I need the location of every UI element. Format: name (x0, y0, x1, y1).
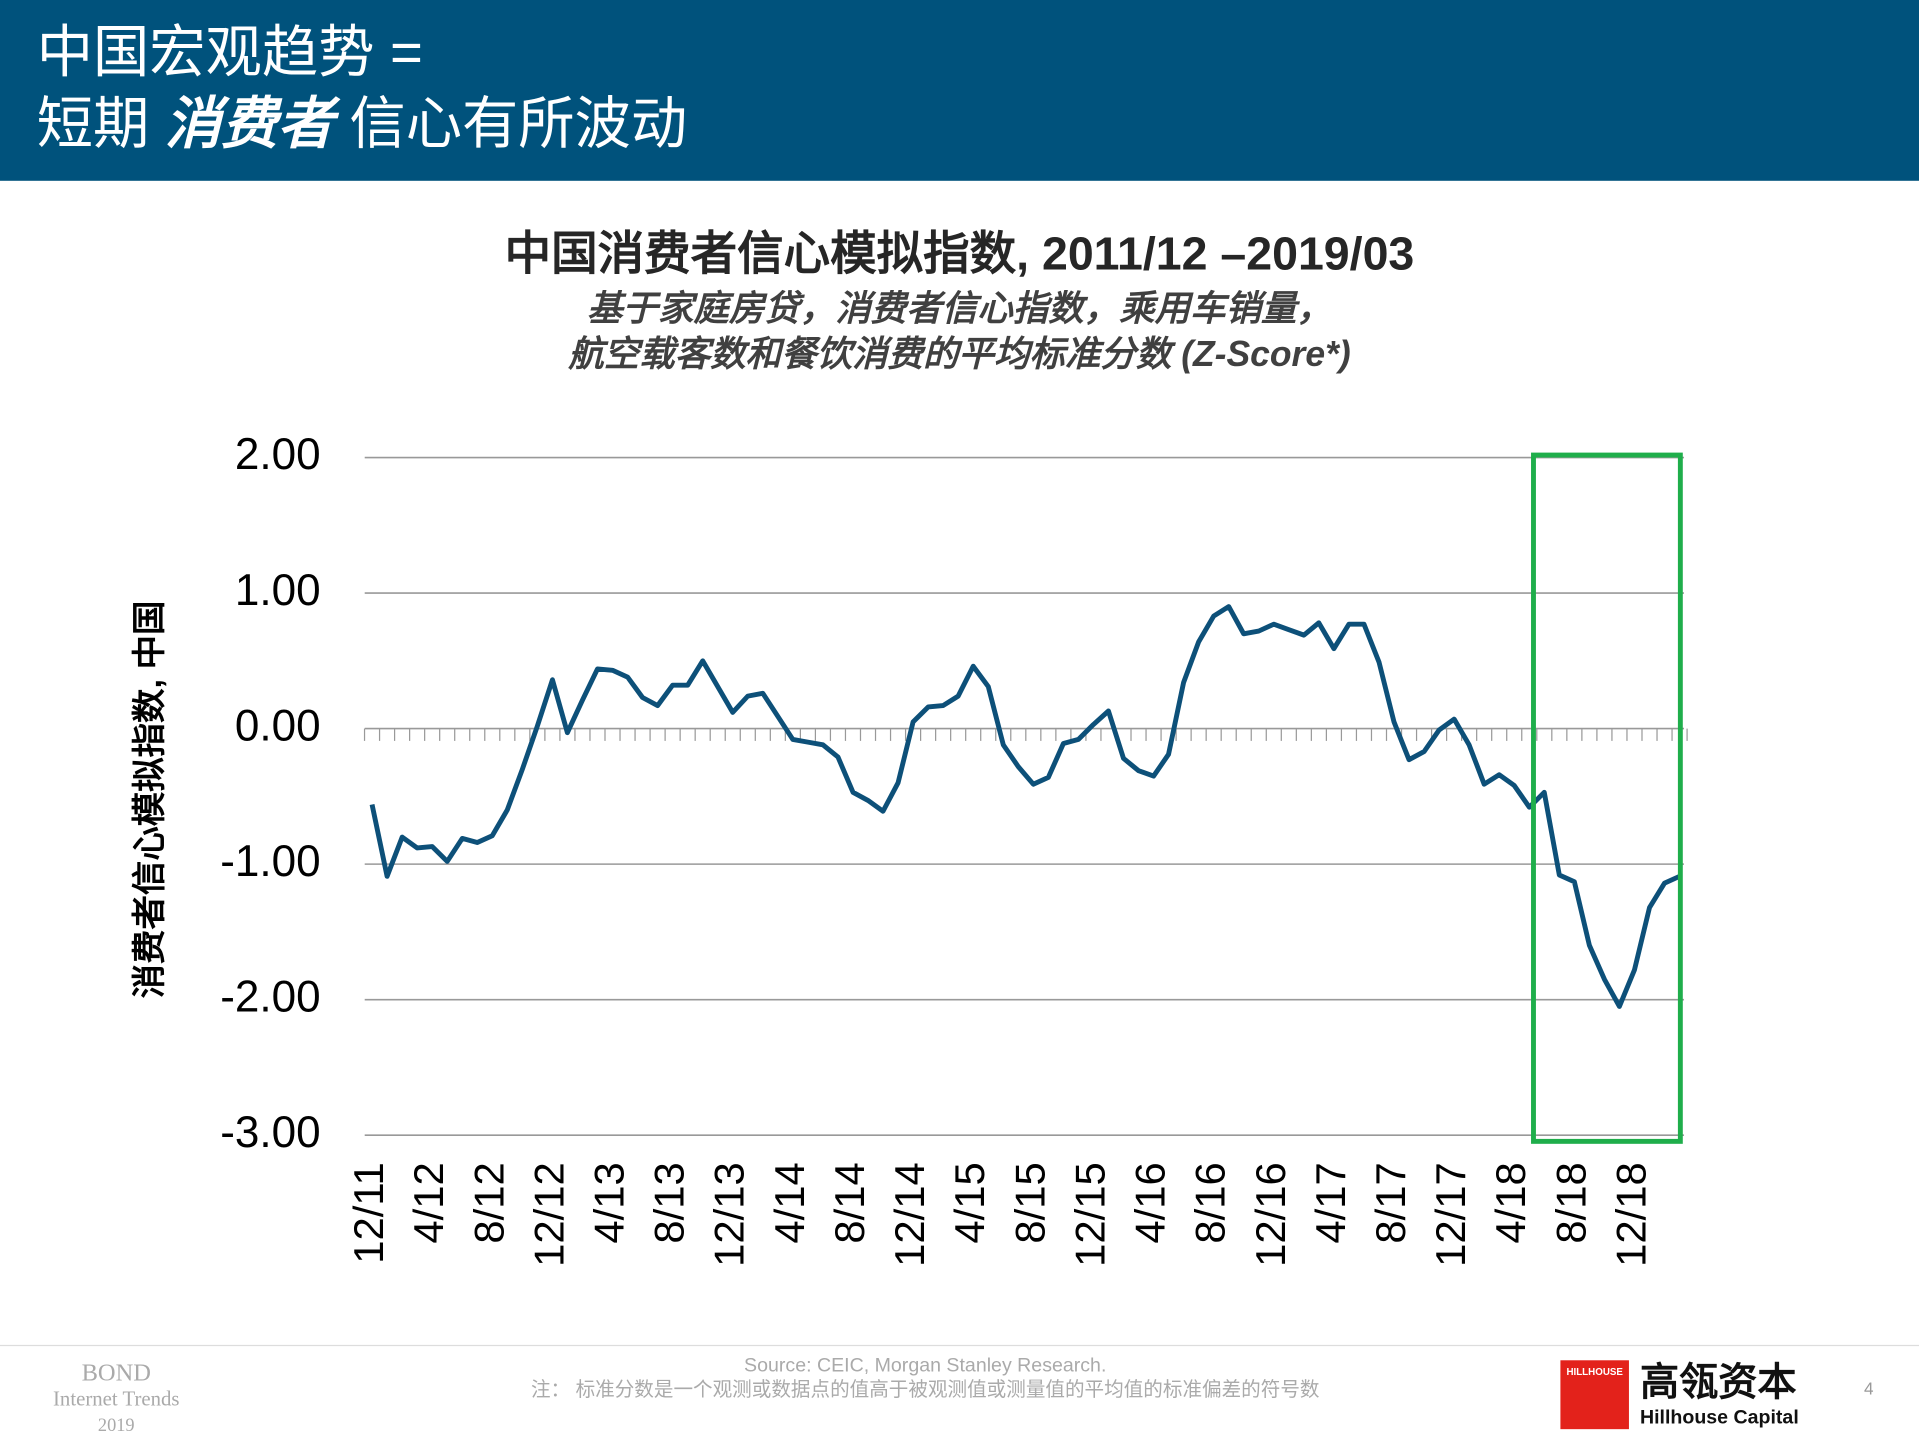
highlight-box (1531, 452, 1683, 1144)
x-tick-label: 12/14 (886, 1162, 933, 1267)
logo-mark (1560, 1360, 1629, 1430)
x-tick-label: 12/12 (525, 1162, 572, 1267)
footer-brand: Internet Trends (53, 1387, 179, 1411)
y-axis-title: 消费者信心模拟指数, 中国 (131, 601, 169, 999)
x-tick-label: 8/17 (1367, 1162, 1414, 1243)
y-tick-label: -1.00 (220, 837, 320, 886)
logo-cn: 高瓴资本 (1640, 1360, 1797, 1404)
y-tick-label: 2.00 (235, 430, 321, 479)
footer-brand: BOND (82, 1360, 151, 1387)
page-number: 4 (1864, 1378, 1874, 1398)
footer-note: 注： 标准分数是一个观测或数据点的值高于被观测值或测量值的平均值的标准偏差的符号… (531, 1379, 1320, 1401)
x-tick-label: 4/15 (946, 1162, 993, 1243)
x-tick-label: 4/13 (586, 1162, 633, 1243)
logo-small: HILLHOUSE (1566, 1367, 1623, 1378)
x-tick-label: 4/12 (405, 1162, 452, 1243)
y-tick-label: 0.00 (235, 701, 321, 750)
x-tick-label: 8/14 (826, 1162, 873, 1243)
x-tick-label: 4/17 (1307, 1162, 1354, 1243)
x-tick-label: 12/16 (1247, 1162, 1294, 1267)
footer-brand: 2019 (98, 1415, 135, 1435)
x-tick-label: 8/18 (1547, 1162, 1594, 1243)
y-tick-label: 1.00 (235, 566, 321, 615)
x-tick-label: 8/16 (1187, 1162, 1234, 1243)
x-tick-label: 4/14 (766, 1162, 813, 1243)
x-tick-label: 8/12 (465, 1162, 512, 1243)
chart-title: 中国消费者信心模拟指数, 2011/12 –2019/03 (505, 227, 1415, 279)
x-tick-label: 4/16 (1127, 1162, 1174, 1243)
header-title-emphasis: 消费者 (165, 92, 341, 155)
x-tick-label: 12/17 (1427, 1162, 1474, 1267)
x-tick-label: 12/18 (1608, 1162, 1655, 1267)
chart-subtitle: 基于家庭房贷，消费者信心指数，乘用车销量， (587, 289, 1332, 329)
x-tick-label: 4/18 (1487, 1162, 1534, 1243)
y-tick-label: -2.00 (220, 972, 320, 1021)
x-tick-label: 12/11 (345, 1162, 392, 1264)
footer-source: Source: CEIC, Morgan Stanley Research. (744, 1355, 1106, 1377)
x-tick-label: 12/15 (1067, 1162, 1114, 1267)
x-tick-label: 12/13 (706, 1162, 753, 1267)
header-title: 短期 消费者 信心有所波动 (37, 92, 687, 155)
data-line (369, 604, 1681, 1009)
y-tick-label: -3.00 (220, 1108, 320, 1157)
plot: 2.00 1.00 0.00 -1.00 -2.00 -3.00 12/11 4/12 8/12… (220, 430, 1688, 1267)
logo-en: Hillhouse Capital (1640, 1406, 1799, 1428)
header-title: 短期 (37, 92, 150, 155)
header-bar (0, 0, 1919, 181)
chart-subtitle: 航空载客数和餐饮消费的平均标准分数 (Z-Score*) (567, 334, 1350, 374)
header-title: 信心有所波动 (349, 92, 687, 155)
x-tick-label: 8/13 (646, 1162, 693, 1243)
x-tick-label: 8/15 (1006, 1162, 1053, 1243)
header-title: 中国宏观趋势 = (37, 20, 423, 83)
